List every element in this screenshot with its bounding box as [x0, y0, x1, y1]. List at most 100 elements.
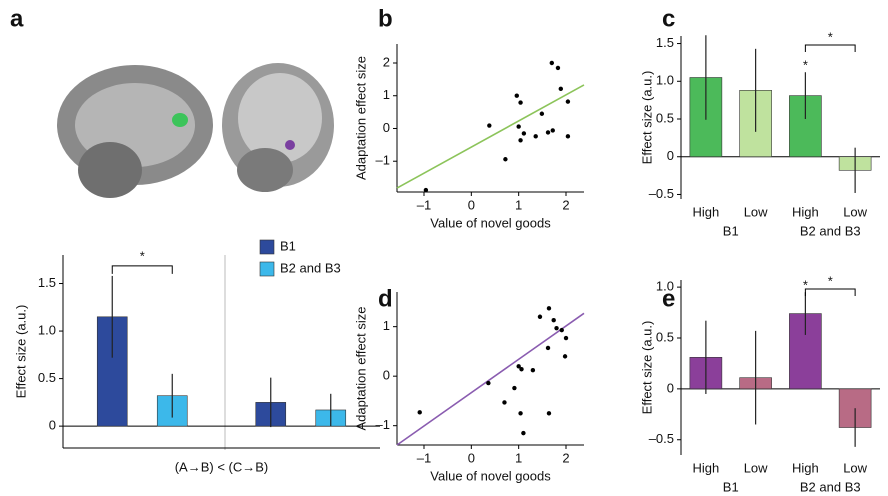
point [547, 306, 551, 310]
x-tick-label: 0 [468, 197, 475, 212]
point [559, 87, 563, 91]
point [546, 346, 550, 350]
point [487, 123, 491, 127]
group-label: B2 and B3 [800, 479, 861, 494]
point [424, 188, 428, 192]
legend-swatch [260, 240, 274, 254]
point [566, 134, 570, 138]
x-axis-label: Value of novel goods [430, 215, 551, 230]
point [538, 315, 542, 319]
y-axis-label: Adaptation effect size [353, 56, 368, 180]
x-tick-label: –1 [417, 450, 431, 465]
panel-label: b [378, 5, 393, 32]
x-tick-label: High [792, 204, 819, 219]
y-axis-label: Effect size (a.u.) [13, 305, 28, 399]
figure: a Effect size (a.u.) 0 0.5 1.0 1.5 (A→B) < (C→… [0, 0, 888, 496]
point [512, 386, 516, 390]
y-axis-label: Effect size (a.u.) [639, 71, 654, 165]
x-tick-label: 0 [468, 450, 475, 465]
y-tick-label: 0.5 [656, 110, 674, 125]
significance: * [140, 248, 145, 263]
x-tick-label: High [693, 204, 720, 219]
legend-swatch [260, 262, 274, 276]
point [519, 367, 523, 371]
x-tick-label: –1 [417, 197, 431, 212]
x-tick-label: 1 [515, 450, 522, 465]
point [486, 381, 490, 385]
point [531, 368, 535, 372]
y-tick-label: –1 [376, 153, 390, 168]
y-tick-label: 1.5 [38, 275, 56, 290]
y-tick-label: 1 [383, 318, 390, 333]
y-tick-label: 0.5 [38, 370, 56, 385]
point [547, 411, 551, 415]
point [540, 112, 544, 116]
legend-label: B1 [280, 238, 296, 253]
brain-cerebellum-2 [237, 148, 293, 192]
legend-label: B2 and B3 [280, 260, 341, 275]
x-tick-label: High [792, 460, 819, 475]
point [554, 326, 558, 330]
panel-label: d [378, 285, 393, 312]
point [563, 354, 567, 358]
point [551, 128, 555, 132]
y-tick-label: 0.5 [656, 329, 674, 344]
point [560, 328, 564, 332]
point [518, 138, 522, 142]
y-axis-label: Effect size (a.u.) [639, 321, 654, 415]
significance-bracket [805, 45, 855, 52]
y-tick-label: 2 [383, 54, 390, 69]
y-tick-label: –0.5 [649, 186, 674, 201]
point [518, 411, 522, 415]
fit-line [397, 313, 584, 445]
roi-green [172, 113, 188, 127]
point [546, 130, 550, 134]
y-axis-label: Adaptation effect size [353, 306, 368, 430]
y-tick-label: 1.0 [38, 322, 56, 337]
y-tick-label: 0 [667, 148, 674, 163]
y-tick-label: 0 [667, 380, 674, 395]
panel-label: c [662, 5, 675, 32]
group-label: B2 and B3 [800, 223, 861, 238]
point [552, 318, 556, 322]
roi-purple [285, 140, 295, 150]
point [418, 410, 422, 414]
significance-bracket [805, 289, 855, 296]
x-tick-label: 1 [515, 197, 522, 212]
y-tick-label: 0 [383, 120, 390, 135]
x-tick-label: 2 [562, 197, 569, 212]
point [564, 336, 568, 340]
y-tick-label: 0 [49, 418, 56, 433]
brain-images [57, 63, 334, 198]
significance: * [803, 58, 808, 73]
panel-label: a [10, 5, 24, 32]
x-tick-label: Low [843, 460, 867, 475]
y-tick-label: 0 [383, 368, 390, 383]
y-tick-label: 1.5 [656, 35, 674, 50]
significance: * [828, 29, 833, 44]
x-tick-label: High [693, 460, 720, 475]
x-axis-label: Value of novel goods [430, 468, 551, 483]
group-label: B1 [723, 479, 739, 494]
x-tick-label: Low [744, 460, 768, 475]
point [518, 100, 522, 104]
x-axis-label: (A→B) < (C→B) [175, 459, 269, 474]
y-tick-label: –1 [376, 417, 390, 432]
y-tick-label: 1.0 [656, 73, 674, 88]
point [521, 431, 525, 435]
point [502, 400, 506, 404]
brain-cerebellum [78, 142, 142, 198]
fit-line [397, 85, 584, 188]
point [566, 99, 570, 103]
brain-cortex-2 [238, 73, 322, 163]
x-tick-label: 2 [562, 450, 569, 465]
point [534, 134, 538, 138]
point [516, 124, 520, 128]
y-tick-label: –0.5 [649, 431, 674, 446]
group-label: B1 [723, 223, 739, 238]
x-tick-label: Low [744, 204, 768, 219]
significance-bracket [112, 266, 172, 274]
point [522, 131, 526, 135]
y-tick-label: 1 [383, 87, 390, 102]
significance: * [828, 273, 833, 288]
